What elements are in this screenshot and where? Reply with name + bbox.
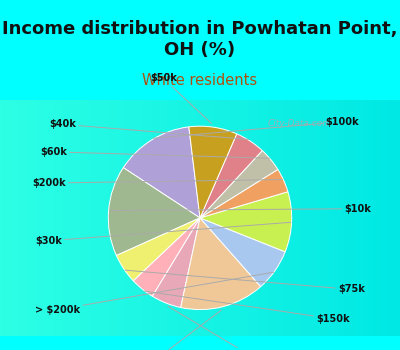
Wedge shape: [200, 134, 262, 218]
Wedge shape: [108, 168, 200, 256]
Wedge shape: [200, 150, 278, 218]
Text: $40k: $40k: [49, 119, 248, 139]
Wedge shape: [181, 218, 261, 309]
Text: White residents: White residents: [142, 73, 258, 88]
Text: Income distribution in Powhatan Point,
OH (%): Income distribution in Powhatan Point, O…: [2, 20, 398, 59]
Wedge shape: [200, 169, 288, 218]
Text: $30k: $30k: [35, 222, 291, 246]
Text: $125k: $125k: [168, 306, 267, 350]
Wedge shape: [133, 218, 200, 296]
Wedge shape: [123, 127, 200, 218]
Text: $60k: $60k: [40, 147, 269, 158]
Wedge shape: [200, 192, 292, 252]
Text: $150k: $150k: [144, 291, 350, 324]
Text: $100k: $100k: [153, 117, 359, 138]
Wedge shape: [200, 218, 285, 287]
Wedge shape: [189, 126, 237, 218]
Text: $10k: $10k: [110, 204, 371, 214]
Wedge shape: [152, 218, 200, 308]
Text: > $200k: > $200k: [35, 272, 274, 315]
Text: $50k: $50k: [150, 74, 212, 124]
Wedge shape: [116, 218, 200, 281]
Text: City-Data.com: City-Data.com: [268, 119, 332, 128]
Text: $75k: $75k: [125, 270, 365, 294]
Text: $200k: $200k: [32, 178, 282, 188]
Text: $20k: $20k: [145, 310, 222, 350]
